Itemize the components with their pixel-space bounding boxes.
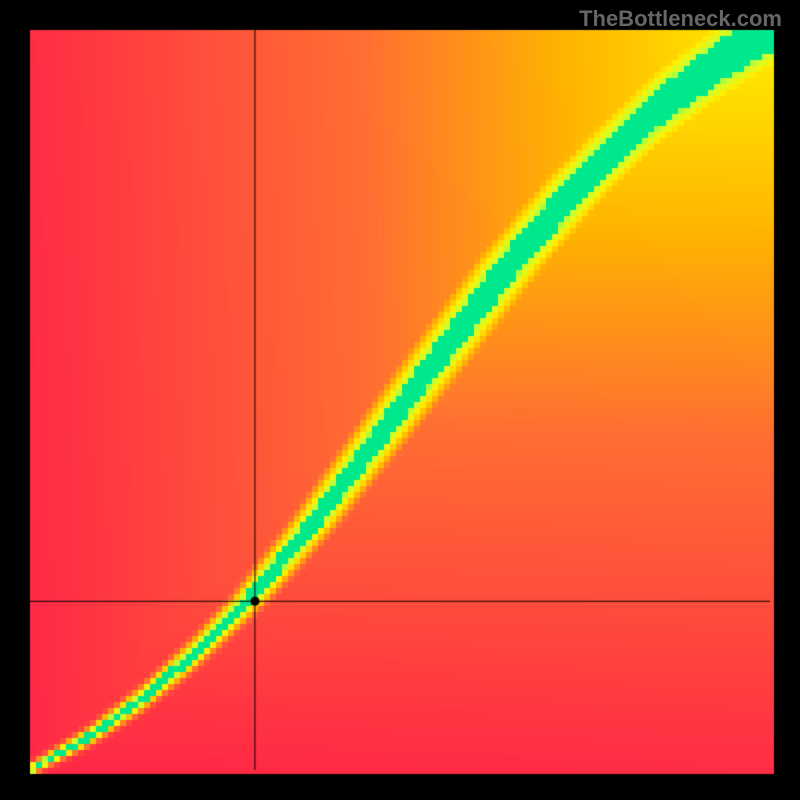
bottleneck-heatmap-chart bbox=[0, 0, 800, 800]
watermark-text: TheBottleneck.com bbox=[579, 6, 782, 32]
